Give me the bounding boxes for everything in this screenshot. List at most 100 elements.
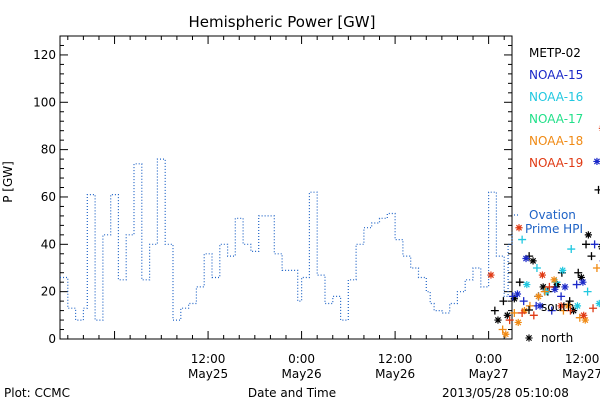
south-marker [566,306,575,315]
south-marker [498,325,507,334]
x-tick-date-label: May26 [282,367,322,381]
north-marker [593,157,600,166]
north-marker [515,224,523,232]
x-tick-time-label: 12:00 [191,352,226,366]
south-marker [490,306,499,315]
north-marker [577,273,585,282]
north-marker [553,280,561,289]
north-marker [559,266,567,274]
north-marker [487,271,495,279]
north-marker [538,271,546,279]
y-tick-label: 40 [41,237,56,251]
x-tick-date-label: May26 [375,367,415,381]
x-axis-label: Date and Time [248,386,336,400]
south-marker [545,282,554,291]
plot-credit: Plot: CCMC [4,386,70,400]
south-marker [557,292,566,301]
north-marker [539,283,547,291]
y-axis-label: P [GW] [1,161,15,203]
x-tick-time-label: 12:00 [378,352,413,366]
south-marker [505,316,514,325]
legend-ovation-label: Prime HPI [525,222,583,236]
north-marker [551,285,559,293]
north-marker [573,302,582,310]
south-marker [515,278,524,287]
chart-title: Hemispheric Power [GW] [189,13,376,31]
x-tick-time-label: 0:00 [288,352,315,366]
north-marker [514,318,522,327]
legend-ovation-label: Ovation [529,208,576,222]
south-marker [567,245,576,254]
south-marker [525,301,534,310]
north-marker [513,290,522,298]
north-marker [536,302,544,310]
south-marker [518,235,527,244]
south-marker [518,308,527,317]
legend-entry-noaa-19: NOAA-19 [529,156,583,170]
south-marker [519,297,528,306]
south-marker [572,280,581,289]
north-marker [520,306,529,315]
x-tick-time-label: 12:00 [565,352,600,366]
x-tick-date-label: May27 [469,367,509,381]
legend-north-marker [525,334,533,342]
legend-south-label: south [541,300,575,314]
series-noaa-18 [498,263,600,338]
south-marker [510,308,519,317]
north-marker [557,302,565,310]
south-marker [574,268,583,277]
north-marker [510,295,518,303]
north-marker [494,316,502,324]
north-marker [564,302,572,310]
south-marker [592,263,600,272]
x-tick-date-label: May27 [562,367,600,381]
y-tick-label: 80 [41,143,56,157]
north-marker [534,292,543,300]
y-tick-label: 60 [41,190,56,204]
south-marker [590,240,599,249]
legend-entry-metp-02: METP-02 [529,46,581,60]
north-marker [580,311,588,319]
south-marker [540,287,549,296]
plot-frame [59,35,513,340]
south-marker [547,306,556,315]
south-marker [594,185,600,194]
legend-north-label: north [541,331,573,345]
x-tick-date-label: May25 [188,367,228,381]
south-marker [587,252,596,261]
legend-entry-noaa-17: NOAA-17 [529,112,583,126]
y-tick-label: 120 [33,48,56,62]
north-marker [502,330,510,338]
south-marker [532,263,541,272]
north-marker [529,257,537,265]
south-marker [589,304,598,313]
data-layer [60,125,600,338]
north-marker [523,280,531,289]
north-marker [579,278,587,286]
legend-south-marker [525,306,533,314]
legend: METP-02 NOAA-15 NOAA-16 NOAA-17 NOAA-18 NOAA-… [514,46,583,345]
legend-entry-noaa-18: NOAA-18 [529,134,583,148]
south-marker [499,297,508,306]
legend-entry-noaa-16: NOAA-16 [529,90,583,104]
x-tick-time-label: 0:00 [475,352,502,366]
y-tick-label: 100 [33,95,56,109]
north-marker [522,254,530,263]
north-marker [584,231,592,239]
y-tick-label: 0 [48,332,56,346]
south-marker [529,311,538,320]
series-noaa-15 [508,157,600,315]
north-marker [581,316,589,324]
south-marker [583,287,592,296]
south-marker [582,240,591,249]
axes: 02040608010012012:00May250:00May2612:00M… [33,35,600,381]
north-marker [561,283,569,291]
y-tick-label: 20 [41,285,56,299]
ovation-hpi-line [60,158,513,321]
series-noaa-19 [487,125,600,325]
legend-entry-noaa-15: NOAA-15 [529,68,583,82]
north-marker [503,311,511,319]
north-marker [595,299,600,308]
plot-timestamp: 2013/05/28 05:10:08 [442,386,569,400]
